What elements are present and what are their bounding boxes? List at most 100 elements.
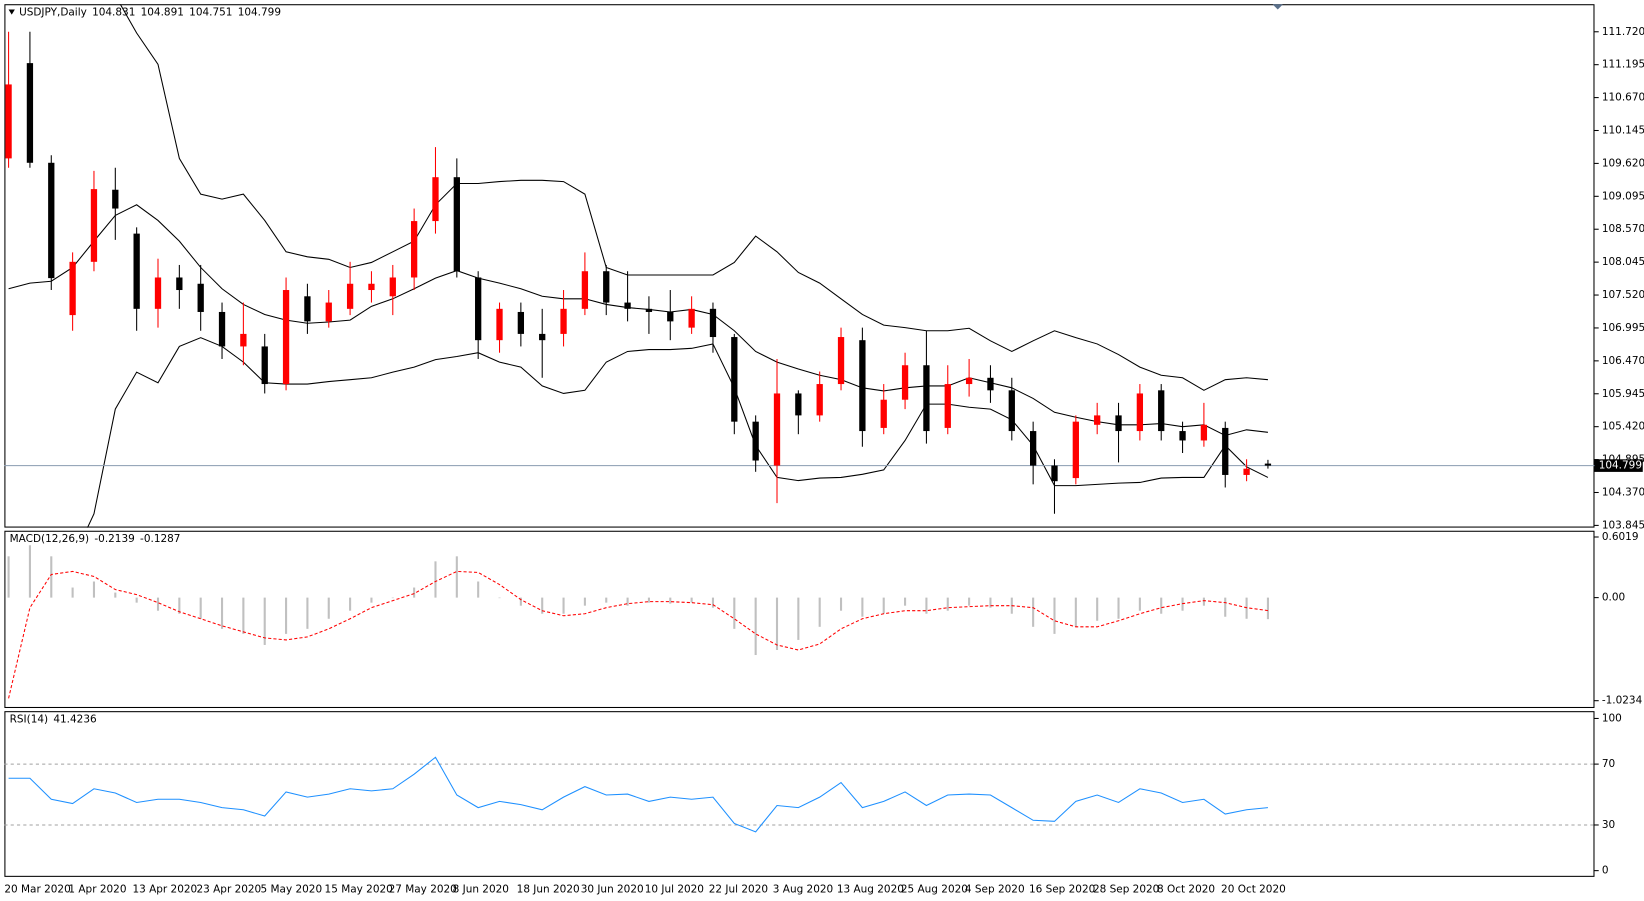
price-label: 104.799: [1599, 460, 1642, 472]
macd-bar: [882, 597, 885, 614]
candle-body: [304, 296, 311, 322]
macd-bar: [1266, 597, 1269, 620]
x-tick-label: 25 Aug 2020: [901, 883, 968, 895]
signal-line: [8, 570, 1269, 699]
x-tick-label: 10 Jul 2020: [645, 883, 704, 895]
y-tick-label: 0.6019: [1602, 531, 1639, 543]
candle-body: [752, 421, 759, 461]
y-tick-label: 106.995: [1602, 322, 1644, 334]
rsi-panel: [4, 711, 1595, 877]
macd-bar: [199, 597, 202, 619]
candle-body: [1115, 415, 1122, 432]
candle-body: [709, 308, 717, 338]
panel-title: USDJPY,Daily 104.831 104.891 104.751 104.799: [19, 7, 281, 19]
candle-body: [325, 302, 332, 322]
macd-bar: [562, 597, 565, 614]
candle-body: [475, 277, 482, 341]
candle-body: [560, 308, 567, 334]
macd-bar: [647, 597, 650, 603]
candle-body: [624, 302, 631, 309]
candle-body: [1051, 465, 1058, 482]
macd-bar: [968, 597, 971, 606]
macd-bar: [818, 597, 821, 627]
x-tick-label: 20 Oct 2020: [1221, 883, 1286, 895]
macd-bar: [178, 597, 181, 614]
candle-body: [176, 277, 183, 291]
macd-bar: [327, 597, 330, 619]
macd-bar: [434, 561, 437, 598]
title-value: 104.831: [92, 7, 135, 19]
candle-body: [69, 261, 76, 316]
y-tick-label: -1.0234: [1602, 695, 1643, 707]
macd-bar: [391, 597, 394, 599]
macd-bar: [306, 597, 309, 629]
macd-panel: [4, 530, 1595, 709]
macd-bar: [455, 556, 458, 598]
candle-body: [1008, 390, 1015, 432]
candle-body: [368, 283, 375, 291]
macd-bar: [839, 597, 843, 611]
candle-body: [517, 311, 525, 334]
candle-body: [133, 233, 140, 309]
x-tick-label: 5 May 2020: [261, 883, 323, 895]
candle-body: [1136, 393, 1144, 432]
candle-body: [965, 377, 973, 385]
title-text: RSI(14): [10, 714, 49, 726]
bollinger-upper: [119, 4, 1268, 391]
candle-body: [410, 221, 418, 278]
candle-body: [837, 337, 845, 385]
candle-body: [816, 384, 823, 416]
macd-bar: [92, 581, 96, 598]
macd-bar: [904, 597, 907, 606]
candle-body: [603, 271, 610, 303]
y-tick-label: 30: [1602, 819, 1615, 831]
y-tick-label: 104.370: [1602, 486, 1644, 498]
panel-title: MACD(12,26,9) -0.2139 -0.1287: [10, 533, 181, 545]
x-tick-label: 8 Oct 2020: [1157, 883, 1215, 895]
macd-bar: [1202, 597, 1205, 606]
y-tick-label: 70: [1602, 758, 1615, 770]
x-tick-label: 15 May 2020: [325, 883, 393, 895]
macd-bar: [263, 597, 266, 645]
y-tick-label: 111.195: [1602, 59, 1644, 71]
title-text: MACD(12,26,9): [10, 533, 90, 545]
macd-bar: [1096, 597, 1099, 621]
y-tick-label: 109.095: [1602, 190, 1644, 202]
macd-bar: [754, 597, 757, 656]
macd-bar: [690, 597, 693, 603]
macd-bar: [71, 587, 74, 598]
candle-body: [539, 333, 546, 341]
title-value: 41.4236: [53, 714, 96, 726]
macd-bar: [541, 597, 544, 614]
x-tick-label: 8 Jun 2020: [453, 883, 509, 895]
macd-bar: [733, 597, 736, 629]
macd-bar: [946, 597, 949, 611]
macd-bar: [519, 597, 522, 606]
candle-body: [688, 308, 695, 328]
candle-body: [48, 162, 55, 279]
candle-body: [197, 283, 204, 312]
x-tick-label: 13 Apr 2020: [132, 883, 197, 895]
macd-bar: [925, 597, 928, 614]
macd-bar: [50, 556, 53, 598]
candle-body: [1094, 415, 1101, 425]
y-tick-label: 108.045: [1602, 256, 1644, 268]
title-value: -0.2139: [94, 533, 134, 545]
macd-bar: [349, 597, 352, 611]
macd-bar: [626, 597, 629, 606]
candle-body: [154, 277, 162, 309]
candle-body: [496, 308, 503, 341]
macd-bar: [370, 597, 373, 603]
macd-bar: [711, 597, 715, 608]
candle-body: [112, 189, 119, 209]
candle-body: [987, 377, 994, 391]
shift-marker: [1272, 4, 1283, 10]
price-panel: [4, 4, 1595, 528]
title-text: USDJPY,Daily: [19, 7, 87, 19]
macd-bar: [1074, 597, 1077, 627]
menu-arrow: [8, 9, 15, 15]
x-tick-label: 1 Apr 2020: [68, 883, 126, 895]
x-tick-label: 18 Jun 2020: [517, 883, 580, 895]
macd-bar: [156, 597, 160, 611]
